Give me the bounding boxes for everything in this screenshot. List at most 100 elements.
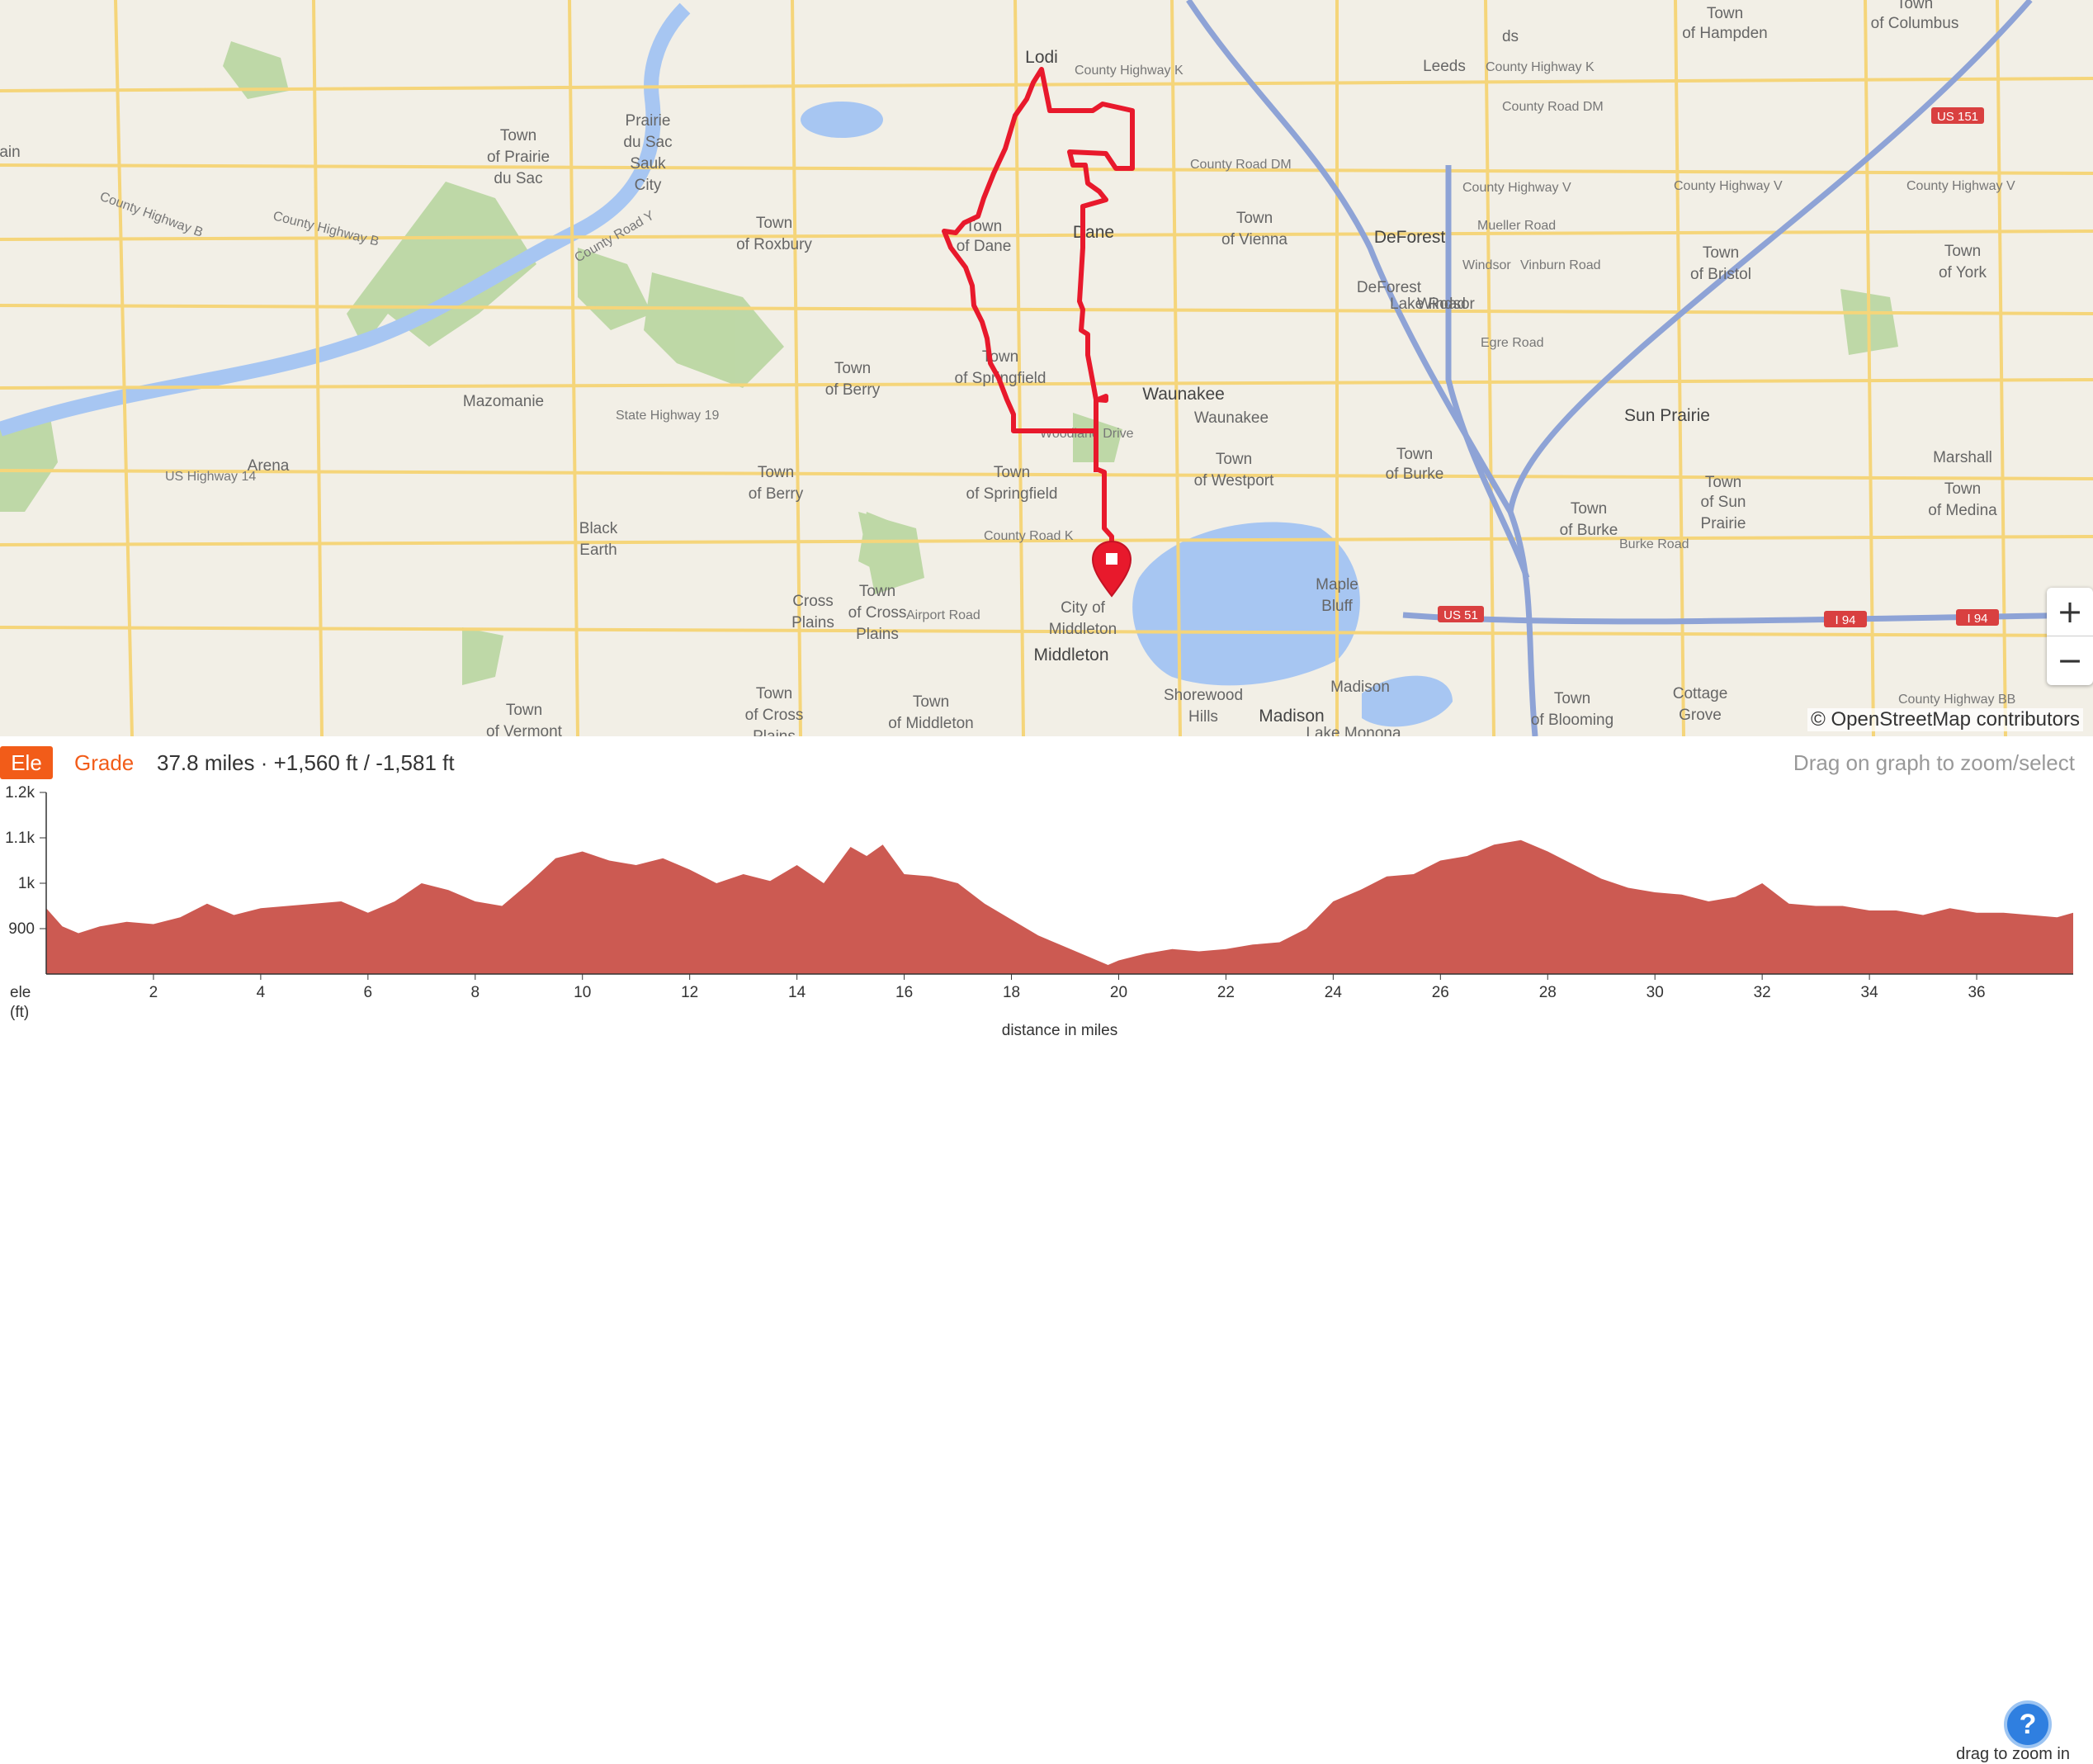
svg-text:US 151: US 151 [1937, 110, 1978, 124]
svg-text:of York: of York [1939, 264, 1987, 281]
x-tick-label: 20 [1110, 984, 1127, 1001]
svg-text:Mazomanie: Mazomanie [463, 393, 544, 410]
svg-text:Vinburn Road: Vinburn Road [1520, 258, 1601, 272]
svg-text:Windsor: Windsor [1417, 296, 1475, 313]
svg-text:County Highway K: County Highway K [1075, 64, 1184, 78]
x-tick-label: 8 [470, 984, 480, 1001]
svg-text:Waunakee: Waunakee [1194, 409, 1269, 427]
svg-text:Dane: Dane [1073, 223, 1114, 242]
lake-small [801, 102, 883, 138]
svg-text:Town: Town [859, 583, 895, 600]
x-tick-label: 28 [1539, 984, 1557, 1001]
svg-text:ain: ain [0, 144, 21, 161]
svg-text:Egre Road: Egre Road [1481, 336, 1544, 350]
svg-text:Marshall: Marshall [1933, 449, 1992, 466]
map-view[interactable]: Town of Hampden Town of Columbus Lodi Leed… [0, 0, 2093, 736]
svg-text:of Prairie: of Prairie [487, 149, 550, 166]
svg-text:Middleton: Middleton [1049, 621, 1117, 638]
y-tick-label: 1k [18, 875, 35, 892]
svg-text:Town: Town [1944, 480, 1981, 498]
svg-text:Town: Town [834, 360, 871, 377]
svg-text:Maple: Maple [1316, 576, 1358, 594]
svg-text:of Bristol: of Bristol [1690, 266, 1751, 283]
zoom-out-button[interactable]: − [2047, 636, 2093, 684]
x-tick-label: 16 [895, 984, 913, 1001]
svg-text:Plains: Plains [791, 614, 834, 631]
x-tick-label: 36 [1968, 984, 1985, 1001]
svg-text:of Vermont: of Vermont [486, 723, 563, 736]
svg-text:County Highway V: County Highway V [1906, 179, 2015, 193]
svg-text:Town: Town [1705, 474, 1741, 491]
x-tick-label: 2 [149, 984, 158, 1001]
svg-text:Town: Town [756, 215, 792, 232]
svg-text:Lodi: Lodi [1025, 48, 1058, 67]
svg-text:of Burke: of Burke [1386, 466, 1444, 483]
svg-text:Town: Town [756, 685, 792, 702]
lake-monona [1362, 675, 1453, 727]
svg-text:of Cross: of Cross [848, 604, 907, 622]
svg-text:du Sac: du Sac [623, 134, 672, 151]
y-axis-label-2: (ft) [10, 1004, 29, 1021]
x-axis-label: distance in miles [1002, 1022, 1117, 1039]
svg-text:US 51: US 51 [1443, 608, 1478, 622]
svg-text:Town: Town [1897, 0, 1933, 12]
svg-text:DeForest: DeForest [1374, 228, 1446, 247]
svg-text:Town: Town [500, 127, 536, 144]
svg-text:of Cross: of Cross [745, 707, 804, 724]
map-canvas[interactable]: Town of Hampden Town of Columbus Lodi Leed… [0, 0, 2093, 736]
svg-text:Black: Black [579, 520, 618, 537]
svg-text:of Blooming: of Blooming [1531, 712, 1613, 729]
tab-elevation[interactable]: Ele [0, 746, 53, 779]
zoom-in-button[interactable]: + [2057, 594, 2083, 630]
svg-text:Arena: Arena [248, 457, 290, 475]
svg-text:Town: Town [758, 464, 794, 481]
svg-text:of Vienna: of Vienna [1221, 231, 1287, 248]
x-tick-label: 26 [1432, 984, 1449, 1001]
route-marker-icon[interactable] [1091, 540, 1132, 598]
y-tick-label: 900 [8, 920, 35, 938]
svg-text:County Road DM: County Road DM [1502, 100, 1604, 114]
svg-text:Plains: Plains [856, 626, 899, 643]
drag-zoom-hint: drag to zoom in [1956, 1745, 2070, 1763]
x-tick-label: 22 [1217, 984, 1235, 1001]
svg-text:Town: Town [1703, 244, 1739, 262]
x-tick-label: 12 [681, 984, 698, 1001]
tab-grade[interactable]: Grade [74, 750, 135, 775]
y-axis-label-1: ele [10, 984, 31, 1001]
x-tick-label: 4 [257, 984, 266, 1001]
route-line[interactable] [942, 67, 1135, 594]
x-axis: 2 4 6 8 10 12 14 16 18 20 22 24 26 28 30 32 34 36 [149, 974, 1986, 1001]
y-tick-label: 1.2k [5, 786, 35, 802]
svg-text:State Highway 19: State Highway 19 [616, 409, 720, 423]
x-tick-label: 18 [1003, 984, 1020, 1001]
svg-text:du Sac: du Sac [494, 170, 542, 187]
wisconsin-river [0, 2, 691, 437]
help-icon[interactable]: ? [2004, 1700, 2052, 1748]
map-attribution[interactable]: © OpenStreetMap contributors [1807, 708, 2083, 731]
svg-text:City: City [635, 177, 662, 194]
y-axis: 1.2k 1.1k 1k 900 [5, 786, 46, 938]
elevation-area [46, 839, 2073, 974]
svg-text:I 94: I 94 [1967, 612, 1987, 626]
svg-text:Town: Town [1554, 690, 1590, 707]
route-stats: 37.8 miles · +1,560 ft / -1,581 ft [157, 750, 455, 775]
x-tick-label: 30 [1647, 984, 1664, 1001]
svg-text:Mueller Road: Mueller Road [1477, 219, 1556, 233]
svg-text:Middleton: Middleton [1033, 646, 1108, 664]
elevation-panel: Ele Grade 37.8 miles · +1,560 ft / -1,58… [0, 736, 2093, 1763]
svg-text:Madison: Madison [1259, 707, 1324, 726]
svg-text:Plains: Plains [753, 728, 796, 736]
y-tick-label: 1.1k [5, 830, 35, 847]
svg-text:Burke Road: Burke Road [1619, 537, 1689, 551]
lake-mendota [1132, 522, 1360, 686]
svg-text:County Highway V: County Highway V [1462, 181, 1571, 195]
svg-text:Town: Town [994, 464, 1030, 481]
svg-text:Prairie: Prairie [626, 112, 671, 130]
svg-text:of Middleton: of Middleton [888, 715, 974, 732]
x-tick-label: 24 [1325, 984, 1343, 1001]
graph-hint: Drag on graph to zoom/select [1793, 750, 2075, 775]
svg-text:County Road DM: County Road DM [1190, 158, 1292, 172]
svg-text:of Berry: of Berry [749, 485, 804, 503]
zoom-control: + − [2047, 588, 2093, 685]
